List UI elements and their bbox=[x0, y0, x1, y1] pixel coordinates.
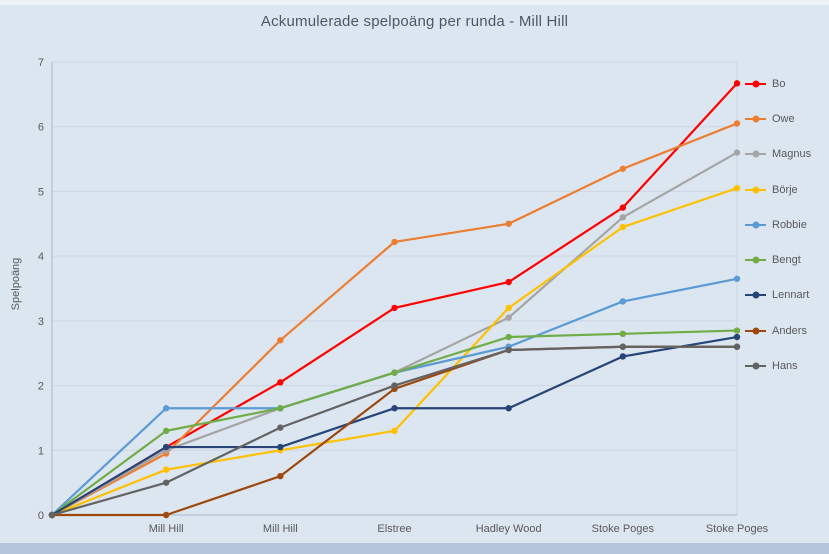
legend-item-bengt[interactable]: Bengt bbox=[745, 242, 827, 277]
data-point-marker bbox=[505, 314, 512, 321]
legend-label: Anders bbox=[772, 324, 807, 337]
legend-label: Bengt bbox=[772, 254, 801, 267]
legend-item-owe[interactable]: Owe bbox=[745, 101, 827, 136]
legend-item-lennart[interactable]: Lennart bbox=[745, 278, 827, 313]
legend-label: Hans bbox=[772, 360, 798, 373]
legend-marker-icon bbox=[745, 188, 766, 191]
x-category-label: Stoke Poges bbox=[592, 523, 655, 535]
legend-label: Magnus bbox=[772, 148, 812, 161]
legend-marker-icon bbox=[745, 259, 766, 262]
data-point-marker bbox=[733, 80, 741, 87]
y-tick-label: 6 bbox=[38, 122, 44, 134]
top-strip bbox=[0, 0, 829, 5]
legend-label: Lennart bbox=[772, 289, 810, 302]
legend-marker-icon bbox=[745, 117, 766, 120]
series-line bbox=[50, 335, 739, 517]
y-tick-label: 2 bbox=[38, 381, 44, 393]
data-point-marker bbox=[162, 466, 170, 473]
data-point-marker bbox=[162, 443, 170, 451]
legend-marker-icon bbox=[745, 365, 766, 368]
data-point-marker bbox=[733, 327, 741, 334]
y-tick-label: 1 bbox=[38, 445, 44, 457]
legend-marker-icon bbox=[745, 223, 766, 226]
data-point-marker bbox=[391, 369, 398, 376]
legend-item-robbie[interactable]: Robbie bbox=[745, 207, 827, 242]
series-bengt bbox=[48, 327, 741, 519]
data-point-marker bbox=[162, 511, 170, 519]
data-point-marker bbox=[505, 333, 512, 341]
bottom-strip bbox=[0, 543, 829, 554]
data-point-marker bbox=[162, 427, 170, 435]
y-tick-label: 0 bbox=[38, 510, 44, 522]
chart-legend: Bo Owe Magnus Börje Robbie Bengt Lennart Anders… bbox=[745, 66, 827, 384]
data-point-marker bbox=[162, 479, 170, 486]
data-point-marker bbox=[505, 220, 512, 227]
legend-label: Robbie bbox=[772, 218, 807, 231]
data-point-marker bbox=[505, 278, 512, 286]
data-point-marker bbox=[619, 165, 627, 172]
data-point-marker bbox=[733, 184, 741, 192]
data-point-marker bbox=[733, 275, 741, 282]
legend-item-börje[interactable]: Börje bbox=[745, 172, 827, 207]
data-point-marker bbox=[619, 214, 627, 221]
data-point-marker bbox=[277, 337, 284, 344]
legend-label: Owe bbox=[772, 112, 795, 125]
legend-item-magnus[interactable]: Magnus bbox=[745, 137, 827, 172]
y-tick-label: 7 bbox=[38, 57, 44, 69]
legend-label: Börje bbox=[772, 183, 798, 196]
series-hans bbox=[48, 343, 741, 519]
data-point-marker bbox=[48, 511, 56, 519]
series-line bbox=[50, 329, 739, 517]
data-point-marker bbox=[733, 333, 741, 341]
data-point-marker bbox=[619, 223, 627, 231]
data-point-marker bbox=[277, 443, 284, 451]
data-point-marker bbox=[733, 120, 741, 127]
data-point-marker bbox=[391, 427, 398, 435]
x-category-label: Mill Hill bbox=[263, 523, 298, 535]
data-point-marker bbox=[733, 149, 741, 156]
legend-item-bo[interactable]: Bo bbox=[745, 66, 827, 101]
x-category-label: Hadley Wood bbox=[476, 523, 542, 535]
y-tick-label: 3 bbox=[38, 316, 44, 328]
series-robbie bbox=[48, 275, 741, 519]
x-category-label: Stoke Poges bbox=[706, 523, 769, 535]
series-line bbox=[50, 187, 739, 517]
data-point-marker bbox=[277, 424, 284, 431]
data-point-marker bbox=[277, 472, 284, 480]
data-point-marker bbox=[505, 346, 512, 354]
data-point-marker bbox=[505, 405, 512, 412]
data-point-marker bbox=[505, 304, 512, 312]
data-point-marker bbox=[277, 379, 284, 386]
data-point-marker bbox=[162, 405, 170, 412]
data-point-marker bbox=[277, 405, 284, 412]
legend-label: Bo bbox=[772, 77, 786, 90]
legend-marker-icon bbox=[745, 153, 766, 156]
legend-item-anders[interactable]: Anders bbox=[745, 313, 827, 348]
data-point-marker bbox=[619, 330, 627, 337]
legend-marker-icon bbox=[745, 294, 766, 297]
chart-title: Ackumulerade spelpoäng per runda - Mill … bbox=[260, 13, 569, 30]
data-point-marker bbox=[619, 298, 627, 305]
x-category-label: Mill Hill bbox=[149, 523, 184, 535]
data-point-marker bbox=[619, 204, 627, 211]
data-point-marker bbox=[619, 353, 627, 360]
series-lennart bbox=[48, 333, 741, 519]
legend-item-hans[interactable]: Hans bbox=[745, 348, 827, 383]
data-point-marker bbox=[733, 343, 741, 350]
series-line bbox=[50, 277, 739, 517]
y-tick-label: 5 bbox=[38, 186, 44, 198]
data-point-marker bbox=[391, 382, 398, 389]
legend-marker-icon bbox=[745, 82, 766, 85]
data-point-marker bbox=[391, 238, 398, 246]
x-category-label: Elstree bbox=[377, 523, 411, 535]
data-point-marker bbox=[391, 304, 398, 312]
series-börje bbox=[48, 184, 741, 519]
legend-marker-icon bbox=[745, 329, 766, 332]
y-tick-label: 4 bbox=[38, 251, 44, 263]
data-point-marker bbox=[391, 405, 398, 412]
data-point-marker bbox=[619, 343, 627, 350]
